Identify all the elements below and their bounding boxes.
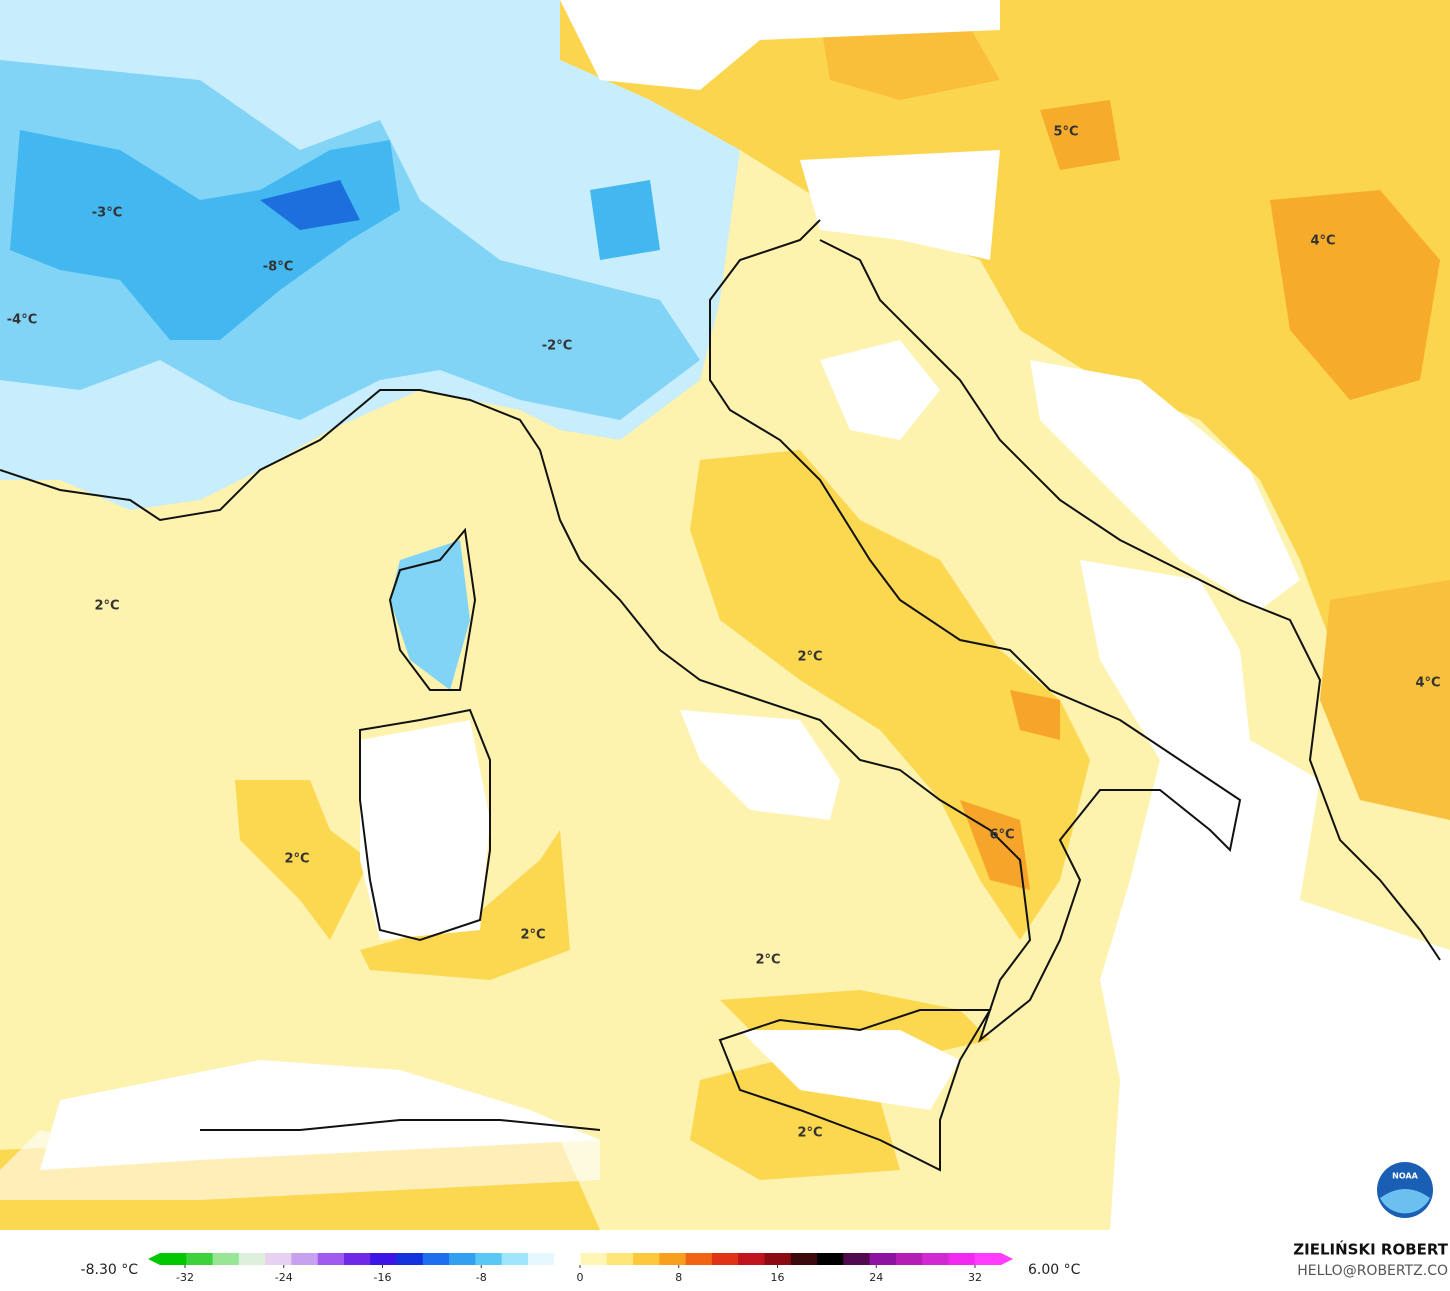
colorbar-swatch <box>764 1253 792 1265</box>
colorbar-swatch <box>790 1253 818 1265</box>
colorbar-swatch <box>685 1253 713 1265</box>
coastlines <box>0 219 1441 1172</box>
colorbar-swatch <box>869 1253 897 1265</box>
colorbar-swatch <box>948 1253 976 1265</box>
colorbar-swatch <box>449 1253 476 1265</box>
anomaly-fields <box>0 0 1450 1230</box>
colorbar-swatch <box>817 1253 844 1265</box>
colorbar-swatch <box>843 1253 871 1265</box>
colorbar-tick-label: -8 <box>476 1271 487 1284</box>
colorbar-swatch <box>317 1253 345 1265</box>
colorbar-tick-label: -16 <box>374 1271 392 1284</box>
colorbar-swatch <box>606 1253 634 1265</box>
colorbar-swatch <box>370 1253 398 1265</box>
credit-author: ZIELIŃSKI ROBERT <box>1293 1240 1448 1259</box>
colorbar-swatch <box>291 1253 319 1265</box>
colorbar-swatch <box>238 1253 266 1265</box>
temperature-label: -3°C <box>92 206 122 221</box>
colorbar-swatch <box>659 1253 687 1265</box>
temperature-label: 5°C <box>1053 125 1078 140</box>
colorbar-tick-label: 32 <box>968 1271 982 1284</box>
temperature-label: 2°C <box>755 953 780 968</box>
temperature-label: 2°C <box>797 1126 822 1141</box>
colorbar-swatch <box>396 1253 424 1265</box>
temperature-label: 4°C <box>1310 234 1335 249</box>
temperature-label: 2°C <box>284 852 309 867</box>
temperature-label: 6°C <box>989 828 1014 843</box>
colorbar-swatch <box>554 1253 581 1265</box>
colorbar-swatch <box>186 1253 214 1265</box>
colorbar-tick-label: 16 <box>771 1271 785 1284</box>
colorbar-swatch <box>711 1253 739 1265</box>
credit-contact: HELLO@ROBERTZ.CO <box>1297 1263 1448 1279</box>
colorbar-swatch <box>265 1253 292 1265</box>
colorbar-swatch <box>895 1253 923 1265</box>
temperature-label: -2°C <box>542 339 572 354</box>
legend-max: 6.00 °C <box>1028 1262 1081 1278</box>
colorbar-tick-label: 24 <box>869 1271 883 1284</box>
colorbar-swatch <box>475 1253 503 1265</box>
colorbar-swatch <box>422 1253 450 1265</box>
colorbar-swatch <box>738 1253 765 1265</box>
colorbar-tick-label: 0 <box>577 1271 584 1284</box>
colorbar-swatch <box>212 1253 240 1265</box>
colorbar-swatch <box>527 1253 555 1265</box>
colorbar-swatch <box>633 1253 660 1265</box>
logo-text: NOAA <box>1392 1172 1418 1181</box>
temperature-label: 2°C <box>94 599 119 614</box>
temperature-label: -4°C <box>7 313 37 328</box>
temperature-label: -8°C <box>263 260 293 275</box>
temperature-label: 4°C <box>1415 676 1440 691</box>
legend-min: -8.30 °C <box>81 1262 139 1278</box>
colorbar-swatch <box>343 1253 371 1265</box>
colorbar-tick-label: -32 <box>176 1271 194 1284</box>
map-labels: -3°C -8°C -4°C -2°C 2°C 2°C 2°C 2°C 2°C 2°C 5°C 4°C… <box>7 125 1441 1141</box>
colorbar-tick-label: 8 <box>675 1271 682 1284</box>
colorbar-swatch <box>922 1253 949 1265</box>
temperature-label: 2°C <box>797 650 822 665</box>
noaa-logo: NOAA <box>1377 1162 1433 1218</box>
colorbar-tick-label: -24 <box>275 1271 293 1284</box>
colorbar-swatch <box>501 1253 529 1265</box>
colorbar-arrow-right <box>1001 1253 1013 1265</box>
colorbar-swatch <box>160 1253 187 1265</box>
colorbar: -32 -24 -16 -8 0 8 16 24 32 <box>148 1253 1013 1284</box>
colorbar-arrow-left <box>148 1253 160 1265</box>
colorbar-swatch <box>580 1253 608 1265</box>
temperature-label: 2°C <box>520 928 545 943</box>
colorbar-swatch <box>974 1253 1002 1265</box>
